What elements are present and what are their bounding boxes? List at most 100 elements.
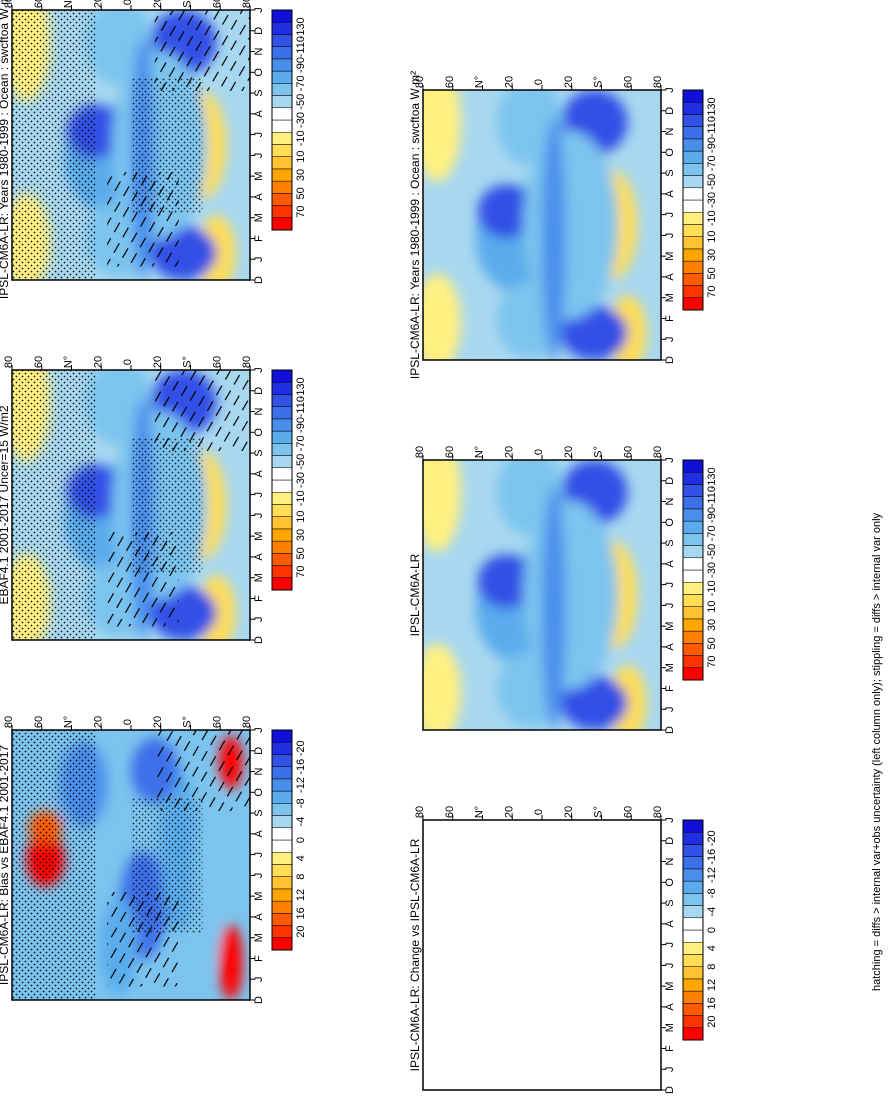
colorbar-label: -12 bbox=[706, 867, 718, 883]
month-tick-label: O bbox=[664, 518, 676, 527]
hatching-region bbox=[107, 532, 179, 627]
colorbar-label: 50 bbox=[295, 187, 307, 199]
colorbar-swatch bbox=[682, 880, 704, 894]
panel-plot-area bbox=[12, 370, 250, 640]
hatching-region bbox=[154, 370, 250, 451]
colorbar-label: 0 bbox=[295, 837, 307, 843]
month-tick-label: A bbox=[664, 1003, 676, 1011]
lat-tick-label: 20 bbox=[152, 356, 164, 368]
colorbar-swatch bbox=[682, 248, 704, 262]
colorbar-swatch bbox=[271, 131, 293, 145]
lat-tick-label: 80 bbox=[3, 0, 15, 8]
lat-tick-label: 60 bbox=[622, 446, 634, 458]
colorbar-label: -50 bbox=[706, 174, 718, 190]
month-tick-label: F bbox=[253, 235, 265, 242]
month-tick-label: A bbox=[253, 193, 265, 201]
hatching-region bbox=[154, 730, 250, 811]
colorbar-label: -90 bbox=[706, 507, 718, 523]
colorbar-label: -70 bbox=[706, 525, 718, 541]
month-tick-label: J bbox=[664, 87, 676, 93]
month-tick-label: A bbox=[664, 643, 676, 651]
lat-tick-label: 20 bbox=[92, 356, 104, 368]
colorbar-swatch bbox=[271, 491, 293, 505]
colorbar-swatch bbox=[682, 138, 704, 152]
colorbar-swatch bbox=[682, 533, 704, 546]
colorbar-label: 4 bbox=[295, 855, 307, 861]
contour-blob bbox=[423, 273, 462, 360]
month-tick-label: O bbox=[253, 68, 265, 77]
colorbar-label: -90 bbox=[295, 417, 307, 433]
colorbar-swatch bbox=[271, 156, 293, 170]
colorbar-label: -50 bbox=[706, 544, 718, 560]
month-tick-label: J bbox=[664, 603, 676, 609]
month-tick-label: J bbox=[664, 963, 676, 969]
colorbar-swatch bbox=[271, 168, 293, 182]
colorbar-swatch bbox=[682, 966, 704, 980]
month-tick-label: J bbox=[664, 212, 676, 218]
lat-tick-label: 60 bbox=[33, 0, 45, 8]
month-tick-label: F bbox=[253, 955, 265, 962]
lat-tick-label: 20 bbox=[503, 446, 515, 458]
colorbar-label: -50 bbox=[295, 94, 307, 110]
lat-tick-label: 80 bbox=[414, 76, 426, 88]
lat-tick-label: 60 bbox=[211, 0, 223, 8]
colorbar-swatch bbox=[271, 119, 293, 133]
month-tick-label: A bbox=[253, 110, 265, 118]
colorbar-label: 70 bbox=[706, 286, 718, 298]
lat-tick-label: 60 bbox=[33, 356, 45, 368]
colorbar-swatch bbox=[271, 778, 293, 792]
colorbar-swatch bbox=[271, 827, 293, 841]
month-tick-label: J bbox=[664, 817, 676, 823]
colorbar-swatch bbox=[271, 430, 293, 444]
colorbar-label: 16 bbox=[706, 997, 718, 1009]
colorbar-label: -10 bbox=[706, 580, 718, 596]
colorbar-swatch bbox=[682, 831, 704, 845]
colorbar-swatch bbox=[271, 766, 293, 780]
panel-title: EBAF4.1 2001-2017 Uncer=15 W/m2 bbox=[0, 405, 11, 604]
colorbar-swatch bbox=[271, 46, 293, 60]
lat-tick-label: S° bbox=[593, 76, 605, 88]
contour-blob bbox=[423, 90, 462, 182]
colorbar-swatch bbox=[271, 467, 293, 481]
colorbar-label: -110 bbox=[706, 486, 718, 507]
colorbar-label: -30 bbox=[706, 192, 718, 208]
panel-plot-area bbox=[12, 730, 250, 1000]
colorbar-swatch bbox=[271, 540, 293, 554]
colorbar-label: -10 bbox=[706, 210, 718, 226]
lat-tick-label: 80 bbox=[241, 716, 253, 728]
colorbar-swatch bbox=[271, 95, 293, 109]
colorbar-swatch bbox=[271, 144, 293, 157]
colorbar: 20 16 12 8 4 0 -4 -8 -12 -16 -20 bbox=[271, 729, 307, 951]
month-tick-label: A bbox=[664, 920, 676, 928]
month-tick-label: A bbox=[253, 913, 265, 921]
colorbar-label: -70 bbox=[295, 435, 307, 451]
colorbar-label: -16 bbox=[295, 759, 307, 775]
month-tick-label: J bbox=[664, 582, 676, 588]
colorbar-swatch bbox=[682, 484, 704, 497]
colorbar-swatch bbox=[682, 520, 704, 534]
lat-tick-label: 80 bbox=[3, 716, 15, 728]
colorbar-label: 8 bbox=[706, 964, 718, 970]
lat-tick-label: 20 bbox=[152, 716, 164, 728]
lat-tick-label: 80 bbox=[241, 356, 253, 368]
contour-blob bbox=[477, 184, 535, 239]
lat-tick-label: S° bbox=[182, 356, 194, 368]
panel-plot-area bbox=[423, 460, 661, 730]
colorbar-swatch bbox=[682, 89, 704, 103]
colorbar-swatch bbox=[271, 900, 293, 914]
lat-tick-label: 60 bbox=[444, 806, 456, 818]
lat-tick-label: 60 bbox=[444, 446, 456, 458]
lat-tick-label: N° bbox=[474, 806, 486, 818]
month-tick-label: M bbox=[664, 1023, 676, 1032]
lat-tick-label: 0 bbox=[533, 79, 545, 85]
month-tick-label: D bbox=[664, 356, 676, 364]
month-tick-label: D bbox=[253, 747, 265, 755]
colorbar-swatch bbox=[682, 643, 704, 656]
colorbar: 70 50 30 10 -10 -30 -50 -70 -90-110-130 bbox=[271, 369, 307, 591]
colorbar-swatch bbox=[682, 978, 704, 992]
lat-tick-label: 0 bbox=[122, 0, 134, 5]
colorbar-swatch bbox=[271, 394, 293, 407]
month-tick-label: D bbox=[664, 726, 676, 734]
